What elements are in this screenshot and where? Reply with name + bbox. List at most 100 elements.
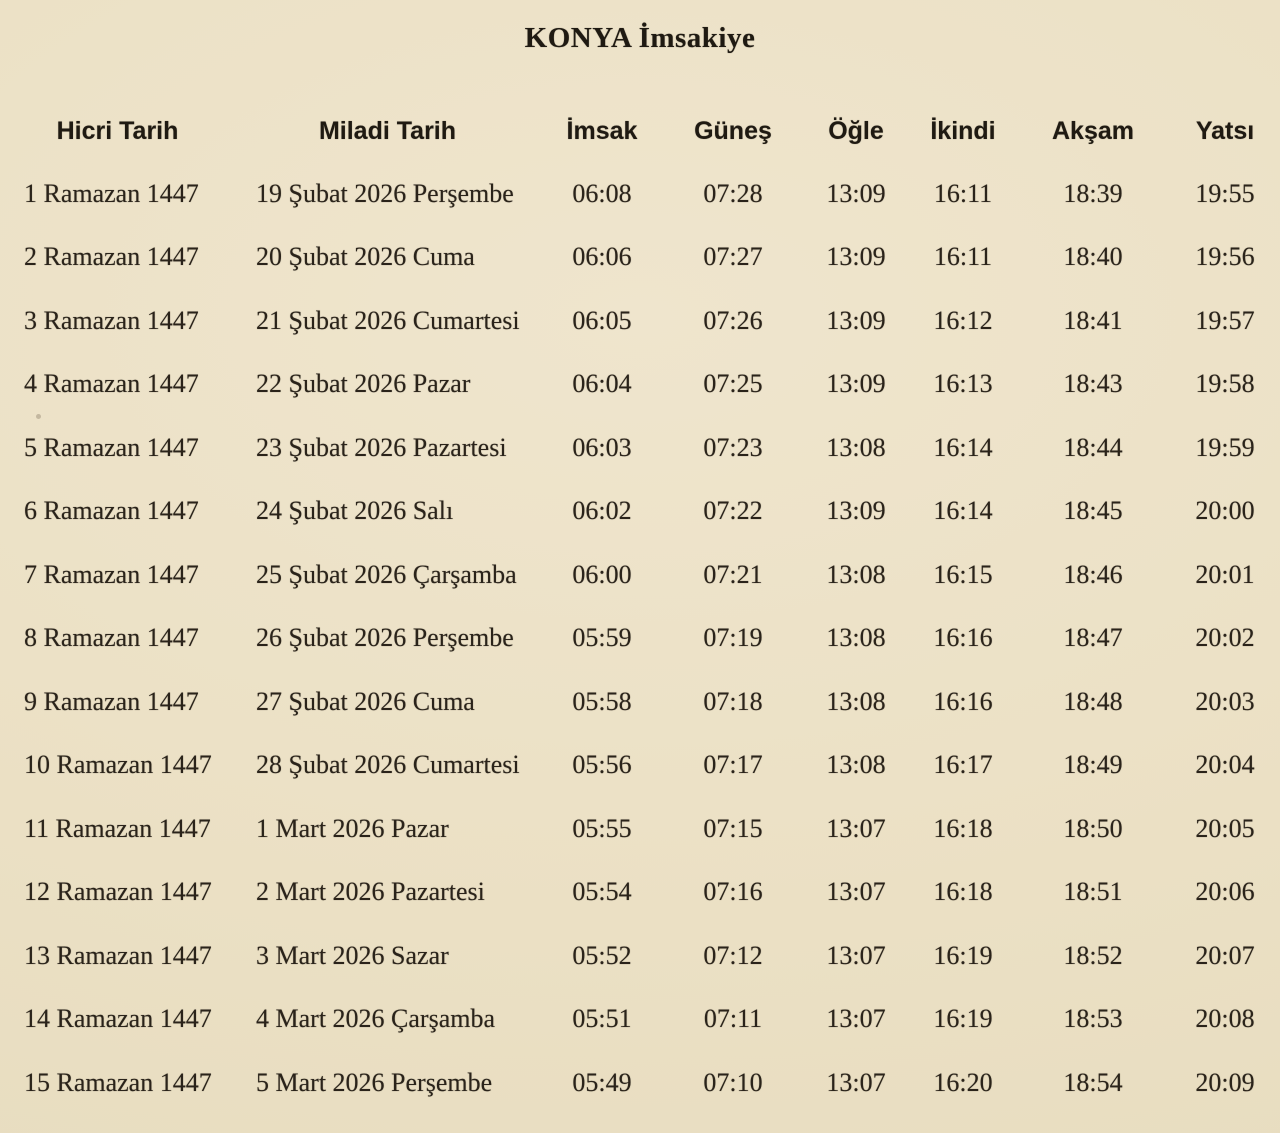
table-cell: 10 Ramazan 1447 [24, 750, 212, 780]
header-row: Hicri Tarih Miladi Tarih İmsak Güneş Öğl… [0, 100, 1280, 162]
table-row: 9 Ramazan 1447 27 Şubat 2026 Cuma 05:58 07:… [0, 670, 1280, 734]
table-cell: 18:50 [1063, 813, 1123, 843]
table-cell: 07:11 [703, 1004, 763, 1034]
table-cell: 05:56 [572, 750, 632, 780]
table-row: 5 Ramazan 1447 23 Şubat 2026 Pazartesi 06:… [0, 416, 1280, 480]
table-cell: 12 Ramazan 1447 [24, 877, 212, 907]
table-row: 4 Ramazan 1447 22 Şubat 2026 Pazar 06:04 07… [0, 353, 1280, 417]
table-cell: 07:23 [703, 432, 763, 462]
table-cell: 4 Mart 2026 Çarşamba [256, 1004, 496, 1034]
table-cell: 13:07 [826, 1067, 886, 1097]
table-cell: 16:11 [933, 178, 993, 208]
table-cell: 18:48 [1063, 686, 1123, 716]
table-cell: 3 Mart 2026 Sazar [256, 940, 449, 970]
table-cell: 06:03 [572, 432, 632, 462]
table-cell: 05:54 [572, 877, 632, 907]
table-row: 7 Ramazan 1447 25 Şubat 2026 Çarşamba 06:0… [0, 543, 1280, 607]
table-cell: 1 Mart 2026 Pazar [256, 813, 449, 843]
table-cell: 05:52 [572, 940, 632, 970]
table-cell: 16:14 [933, 496, 993, 526]
column-header-ogle: Öğle [828, 116, 884, 145]
table-cell: 14 Ramazan 1447 [24, 1004, 212, 1034]
table-cell: 06:05 [572, 305, 632, 335]
table-cell: 06:06 [572, 242, 632, 272]
table-cell: 15 Ramazan 1447 [24, 1067, 212, 1097]
table-cell: 16:12 [933, 305, 993, 335]
table-cell: 07:19 [703, 623, 763, 653]
table-cell: 1 Ramazan 1447 [24, 178, 199, 208]
paper-speck [36, 414, 41, 419]
table-cell: 07:17 [703, 750, 763, 780]
table-cell: 20:05 [1195, 813, 1255, 843]
table-row: 12 Ramazan 1447 2 Mart 2026 Pazartesi 05:5… [0, 861, 1280, 925]
imsakiye-table: Hicri Tarih Miladi Tarih İmsak Güneş Öğl… [0, 100, 1280, 1115]
table-cell: 20:02 [1195, 623, 1255, 653]
page-title: KONYA İmsakiye [524, 22, 756, 54]
table-cell: 18:39 [1063, 178, 1123, 208]
table-cell: 20:04 [1195, 750, 1255, 780]
table-cell: 16:19 [933, 940, 993, 970]
table-cell: 16:16 [933, 623, 993, 653]
table-cell: 13:08 [826, 686, 886, 716]
column-header-gunes: Güneş [694, 116, 772, 145]
table-cell: 13:08 [826, 750, 886, 780]
table-cell: 13:08 [826, 432, 886, 462]
table-row: 2 Ramazan 1447 20 Şubat 2026 Cuma 06:06 07:… [0, 226, 1280, 290]
table-cell: 16:15 [933, 559, 993, 589]
table-cell: 07:21 [703, 559, 763, 589]
table-cell: 05:55 [572, 813, 632, 843]
table-cell: 13:09 [826, 178, 886, 208]
table-cell: 13:09 [826, 305, 886, 335]
table-cell: 28 Şubat 2026 Cumartesi [256, 750, 520, 780]
table-cell: 20:08 [1195, 1004, 1255, 1034]
table-cell: 13:09 [826, 242, 886, 272]
table-cell: 16:16 [933, 686, 993, 716]
table-row: 3 Ramazan 1447 21 Şubat 2026 Cumartesi 06:… [0, 289, 1280, 353]
column-header-hicri-tarih: Hicri Tarih [56, 116, 179, 145]
table-row: 8 Ramazan 1447 26 Şubat 2026 Perşembe 05:5… [0, 607, 1280, 671]
table-cell: 19:56 [1195, 242, 1255, 272]
table-cell: 07:16 [703, 877, 763, 907]
table-cell: 06:00 [572, 559, 632, 589]
table-row: 15 Ramazan 1447 5 Mart 2026 Perşembe 05:49… [0, 1051, 1280, 1115]
table-cell: 19 Şubat 2026 Perşembe [256, 178, 514, 208]
table-cell: 5 Ramazan 1447 [24, 432, 199, 462]
table-cell: 20:01 [1195, 559, 1255, 589]
table-cell: 19:55 [1195, 178, 1255, 208]
table-cell: 07:12 [703, 940, 763, 970]
table-cell: 18:54 [1063, 1067, 1123, 1097]
table-cell: 20:03 [1195, 686, 1255, 716]
table-cell: 16:19 [933, 1004, 993, 1034]
table-cell: 19:59 [1195, 432, 1255, 462]
table-cell: 23 Şubat 2026 Pazartesi [256, 432, 507, 462]
table-cell: 07:28 [703, 178, 763, 208]
table-row: 13 Ramazan 1447 3 Mart 2026 Sazar 05:52 07:… [0, 924, 1280, 988]
table-cell: 07:15 [703, 813, 763, 843]
table-cell: 07:18 [703, 686, 763, 716]
table-cell: 21 Şubat 2026 Cumartesi [256, 305, 520, 335]
table-cell: 26 Şubat 2026 Perşembe [256, 623, 514, 653]
table-cell: 05:49 [572, 1067, 632, 1097]
table-cell: 24 Şubat 2026 Salı [256, 496, 454, 526]
table-cell: 05:58 [572, 686, 632, 716]
table-cell: 20 Şubat 2026 Cuma [256, 242, 475, 272]
table-cell: 13:07 [826, 1004, 886, 1034]
column-header-aksam: Akşam [1052, 116, 1134, 145]
table-cell: 06:02 [572, 496, 632, 526]
table-row: 10 Ramazan 1447 28 Şubat 2026 Cumartesi 05… [0, 734, 1280, 798]
table-cell: 16:18 [933, 813, 993, 843]
table-cell: 18:49 [1063, 750, 1123, 780]
table-cell: 16:18 [933, 877, 993, 907]
table-header: Hicri Tarih Miladi Tarih İmsak Güneş Öğl… [0, 100, 1280, 162]
table-cell: 20:07 [1195, 940, 1255, 970]
table-cell: 18:51 [1063, 877, 1123, 907]
table-cell: 07:10 [703, 1067, 763, 1097]
table-cell: 07:27 [703, 242, 763, 272]
table-cell: 4 Ramazan 1447 [24, 369, 199, 399]
table-cell: 18:43 [1063, 369, 1123, 399]
table-cell: 18:44 [1063, 432, 1123, 462]
table-cell: 18:40 [1063, 242, 1123, 272]
table-cell: 18:53 [1063, 1004, 1123, 1034]
table-cell: 2 Mart 2026 Pazartesi [256, 877, 485, 907]
table-cell: 18:46 [1063, 559, 1123, 589]
